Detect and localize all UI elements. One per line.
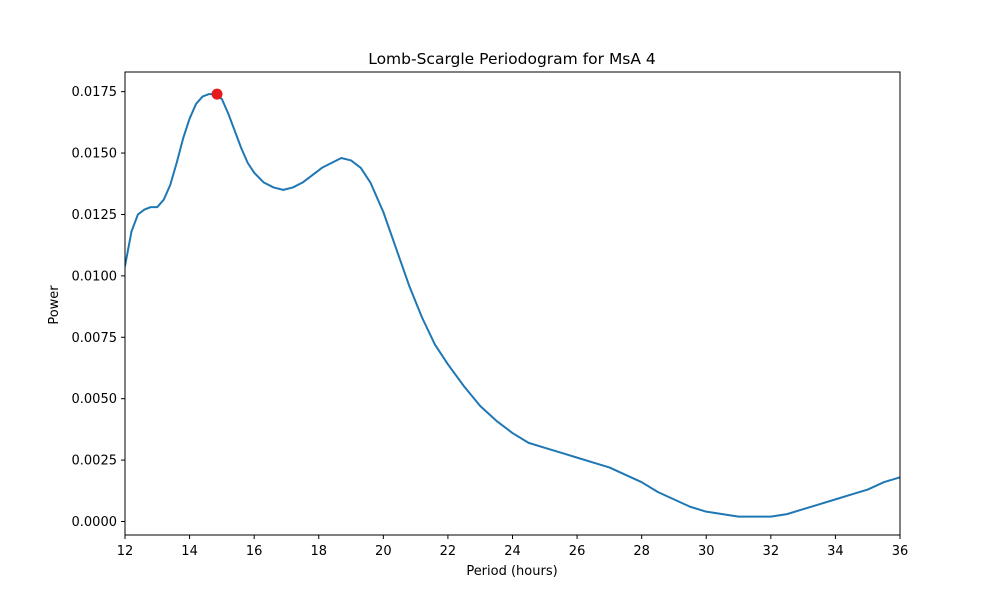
plot-area: [124, 71, 901, 536]
x-tick-label: 18: [310, 544, 327, 559]
x-tick-label: 22: [440, 544, 457, 559]
x-axis-label: Period (hours): [466, 564, 557, 579]
series-line-0: [125, 93, 900, 518]
x-tick-label: 36: [892, 544, 909, 559]
x-tick-label: 28: [633, 544, 650, 559]
x-tick-label: 12: [117, 544, 134, 559]
y-tick-label: 0.0000: [72, 515, 118, 530]
ticks: 12 14 16 18 20 22 24 26 28 30 32 34 36 0.0000 0.0025 0.…: [72, 85, 909, 559]
axes-frame: [124, 71, 901, 536]
y-tick-label: 0.0100: [72, 269, 118, 284]
y-tick-label: 0.0125: [72, 208, 118, 223]
y-tick-label: 0.0050: [72, 392, 118, 407]
x-tick-label: 20: [375, 544, 392, 559]
y-tick-label: 0.0025: [72, 454, 118, 469]
y-tick-label: 0.0150: [72, 147, 118, 162]
x-tick-label: 32: [763, 544, 780, 559]
x-tick-label: 14: [181, 544, 198, 559]
y-axis-label: Power: [47, 285, 62, 325]
y-tick-label: 0.0075: [72, 331, 118, 346]
x-tick-label: 34: [827, 544, 844, 559]
x-tick-label: 30: [698, 544, 715, 559]
x-tick-label: 16: [246, 544, 263, 559]
x-tick-label: 24: [504, 544, 521, 559]
x-tick-label: 26: [569, 544, 586, 559]
peak-marker: [211, 88, 223, 100]
chart-title: Lomb-Scargle Periodogram for MsA 4: [368, 50, 656, 68]
y-tick-label: 0.0175: [72, 85, 118, 100]
